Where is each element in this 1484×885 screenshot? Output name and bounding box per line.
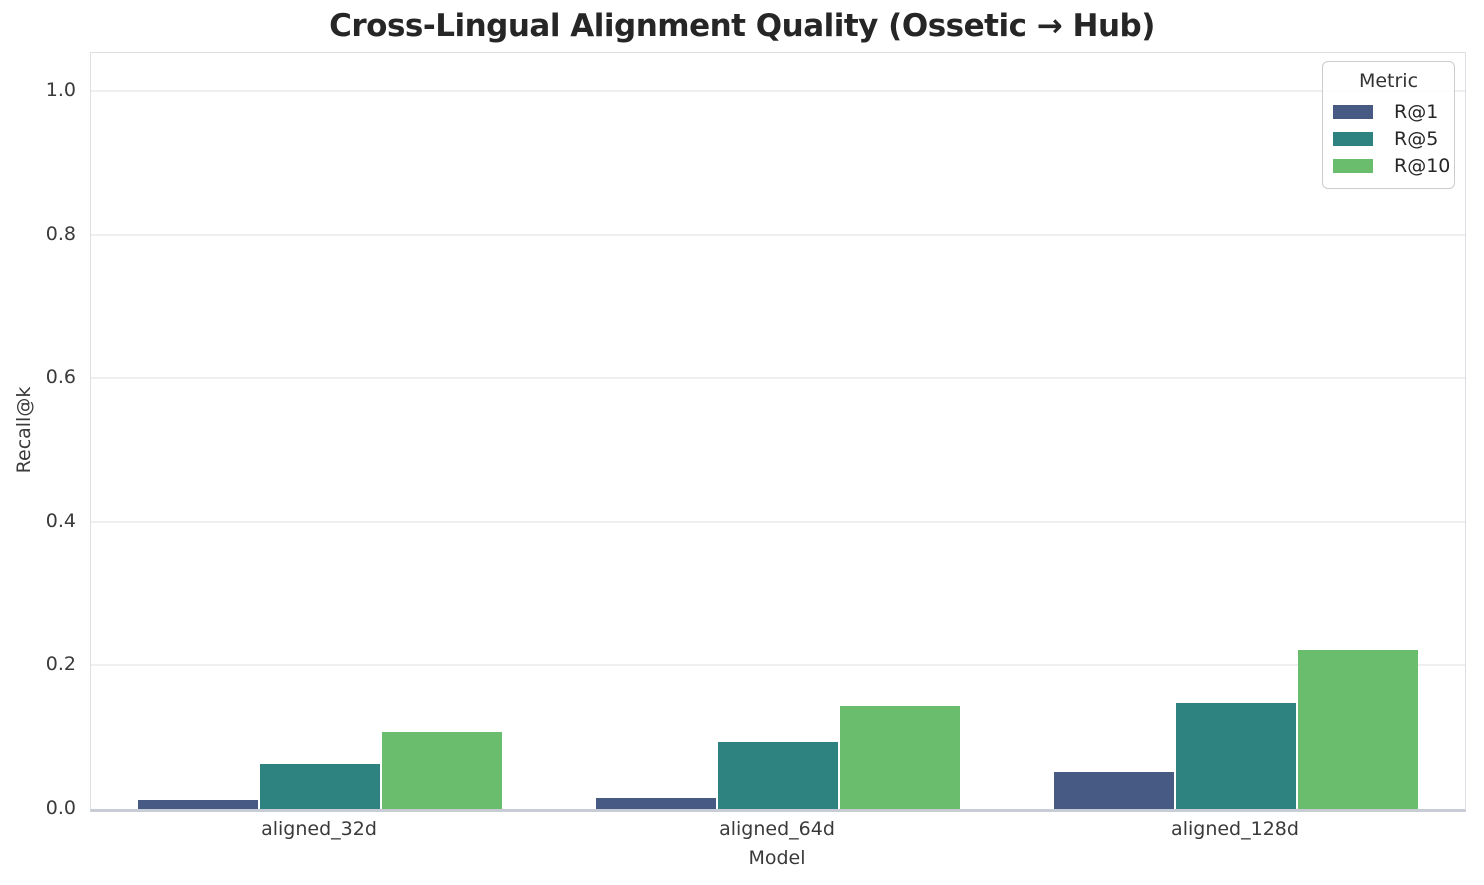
bar-R1-aligned_128d xyxy=(1053,772,1174,809)
bar-R5-aligned_64d xyxy=(717,742,839,809)
y-tick-label: 1.0 xyxy=(45,79,76,101)
legend-label: R@10 xyxy=(1394,154,1451,177)
legend-title: Metric xyxy=(1358,70,1419,92)
bar-R1-aligned_64d xyxy=(595,798,716,809)
bar-R5-aligned_128d xyxy=(1175,703,1297,809)
y-axis-label: Recall@k xyxy=(13,386,35,474)
gridline xyxy=(91,377,1465,380)
bar-R5-aligned_32d xyxy=(259,764,381,809)
legend: Metric R@1 R@5 R@10 xyxy=(1322,61,1455,189)
x-axis-label: Model xyxy=(748,847,806,869)
x-tick-label: aligned_128d xyxy=(1171,818,1299,840)
gridline xyxy=(91,520,1465,523)
gridline xyxy=(91,90,1465,92)
bar-R10-aligned_32d xyxy=(382,732,503,809)
gridline xyxy=(91,664,1465,667)
bar-R10-aligned_64d xyxy=(840,706,961,809)
y-tick-label: 0.6 xyxy=(45,366,76,389)
legend-swatch-icon xyxy=(1333,158,1373,173)
y-tick-label: 0.8 xyxy=(45,222,76,245)
legend-label: R@1 xyxy=(1394,100,1439,123)
legend-entry: R@1 xyxy=(1332,98,1445,125)
y-tick-label: 0.4 xyxy=(45,509,76,532)
bar-R1-aligned_32d xyxy=(137,800,258,809)
legend-swatch-icon xyxy=(1333,131,1373,146)
legend-swatch-icon xyxy=(1333,104,1373,119)
legend-entry: R@5 xyxy=(1332,125,1445,152)
gridline xyxy=(91,233,1465,236)
y-tick-label: 0.0 xyxy=(45,797,76,819)
legend-entry: R@10 xyxy=(1332,152,1450,179)
bar-R10-aligned_128d xyxy=(1298,650,1419,809)
legend-label: R@5 xyxy=(1394,127,1439,150)
y-axis-ticks: 0.0 0.2 0.4 0.6 0.8 1.0 xyxy=(0,52,76,819)
chart-title: Cross-Lingual Alignment Quality (Ossetic… xyxy=(329,8,1155,44)
plot-area xyxy=(90,52,1466,812)
x-tick-label: aligned_32d xyxy=(261,818,377,840)
y-tick-label: 0.2 xyxy=(45,653,76,676)
x-tick-label: aligned_64d xyxy=(719,818,835,840)
legend-entries: R@1 R@5 R@10 xyxy=(1332,98,1450,179)
